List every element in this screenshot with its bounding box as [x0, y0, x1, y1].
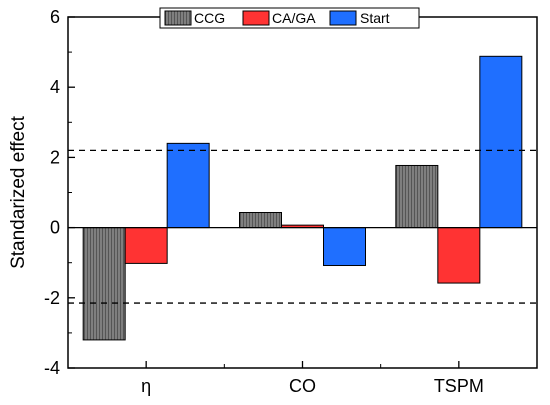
legend-swatch — [164, 10, 192, 26]
bar-start-2 — [479, 55, 523, 229]
y-tick-label: 4 — [50, 77, 60, 97]
bar-ca-ga-2 — [437, 227, 481, 284]
legend: CCG CA/GA Start — [159, 7, 420, 29]
bar-start-0 — [166, 142, 210, 229]
y-axis-title: Standarized effect — [8, 115, 29, 269]
bar-ca-ga-0 — [124, 227, 168, 264]
legend-label: CCG — [194, 10, 225, 26]
legend-label: Start — [360, 10, 390, 26]
y-tick-label: -4 — [44, 358, 60, 378]
x-tick-label: TSPM — [434, 376, 484, 396]
bar-ccg-0 — [82, 227, 126, 341]
y-tick-label: 6 — [50, 7, 60, 27]
bar-ccg-1 — [239, 212, 282, 229]
plot-frame — [67, 16, 538, 369]
y-tick-label: -2 — [44, 288, 60, 308]
y-tick-label: 2 — [50, 147, 60, 167]
bar-start-1 — [323, 227, 366, 267]
legend-swatch — [329, 10, 357, 26]
bar-ccg-2 — [395, 164, 439, 229]
x-tick-label: CO — [289, 376, 316, 396]
plot-area — [68, 55, 537, 341]
x-tick-label: η — [141, 376, 151, 396]
y-tick-label: 0 — [50, 218, 60, 238]
legend-label: CA/GA — [272, 10, 316, 26]
legend-swatch — [242, 10, 270, 26]
